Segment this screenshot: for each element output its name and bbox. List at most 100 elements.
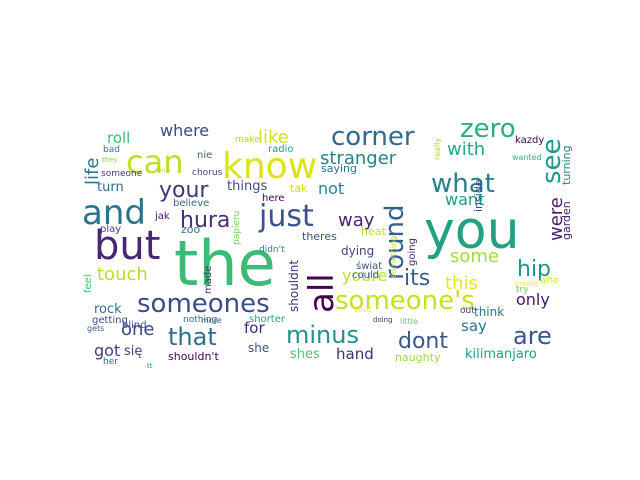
word-were: were [546,197,567,241]
word-are: are [513,322,552,350]
word-think: think [474,305,504,319]
word-turning: turning [560,145,573,185]
word-wanted: wanted [512,153,542,162]
word-play: play [100,224,121,235]
word-could: could [352,270,379,281]
word-made: made [203,266,214,294]
word-some: some [450,246,499,267]
word-this: this [445,273,478,294]
word-way: way [338,210,375,231]
word-not: not [318,179,344,198]
word-gets: gets [87,324,104,333]
word-shorter: shorter [249,314,286,325]
word-hand: hand [336,345,374,363]
word-stranger: stranger [320,148,397,169]
word-shes: shes [290,347,320,362]
word-with: with [447,139,485,160]
word-she: she [248,341,269,355]
word-who: who [540,276,559,286]
word-tak: tak [290,182,308,195]
word-shouldn-t: shouldn't [168,350,219,363]
word-try: try [516,285,529,295]
word-someone-s: someone's [335,286,475,316]
word-youd: youd [354,306,371,314]
word-out: out [460,306,475,316]
word-dying: dying [341,244,374,258]
word-life: life [82,158,103,185]
word-know: know [222,146,317,187]
word-youre: youre [342,266,387,285]
word-si-: się [124,344,142,359]
word-like: like [258,127,289,148]
word-hura: hura [180,208,230,233]
word-round: round [380,205,410,281]
word-bad: bad [103,145,120,155]
word-garden: garden [560,201,573,240]
word-touch: touch [97,264,148,285]
word-where: where [160,121,209,140]
word-dont: dont [398,329,448,354]
word-corner: corner [331,122,415,152]
word-radio: radio [268,144,293,155]
word-zero: zero [460,114,516,144]
word-rock: rock [94,302,122,317]
word-all: all [302,273,342,313]
word-just: just [258,199,314,234]
word-your: your [159,178,209,203]
word-papieru: papieru [232,211,242,245]
word-see: see [537,138,567,184]
word-that: that [168,323,217,351]
word-want: want [445,190,484,209]
word-its: its [404,266,430,291]
word-the: the [174,227,276,300]
word-how: how [158,167,170,174]
word-her: her [103,357,118,367]
word--wiat: świat [356,260,382,272]
word-turn: turn [97,180,124,195]
word-kazdy: kazdy [515,135,544,146]
word-minus: minus [286,321,359,349]
word-say: say [461,317,487,335]
word-more: more [201,316,222,325]
word-someones: someones [137,289,270,319]
word-nie: nie [197,150,212,161]
word-nothing: nothing [183,315,217,325]
word-roll: roll [107,129,130,147]
word-didn-t: didn't [259,245,285,255]
word-and: and [82,193,146,233]
word-little: little [400,317,418,326]
word-doing: doing [373,316,393,324]
word-what: what [431,169,495,199]
word-really: really [433,138,442,160]
word-believe: believe [173,198,209,209]
word-here: here [262,193,285,204]
word-one: one [121,319,155,340]
word-jak: jak [154,211,170,222]
word-going: going [407,238,418,266]
word-you: you [424,201,520,261]
word-only: only [516,290,550,309]
word-got: got [94,341,120,360]
word-inside: inside [472,179,485,212]
word-they: they [102,156,118,164]
word-blind: blind [122,320,147,331]
word-tt: tt [147,362,153,370]
word-feel: feel [83,274,94,293]
word-trouble: trouble [514,280,539,288]
word-getting: getting [92,315,128,326]
word-chorus: chorus [192,168,223,178]
word-someone: someone [101,169,143,179]
word-kilimanjaro: kilimanjaro [465,347,537,362]
word-theres: theres [302,230,337,243]
word-heat: heat [361,225,386,238]
word-zoo: zoo [181,223,201,236]
word-saying: saying [321,162,357,175]
word-make: make [235,135,260,145]
word-something: something [389,236,398,278]
word-for: for [244,319,265,337]
word-can: can [126,143,183,181]
word-but: but [94,223,160,269]
word-shouldnt: shouldnt [287,260,301,312]
word-things: things [227,179,267,194]
